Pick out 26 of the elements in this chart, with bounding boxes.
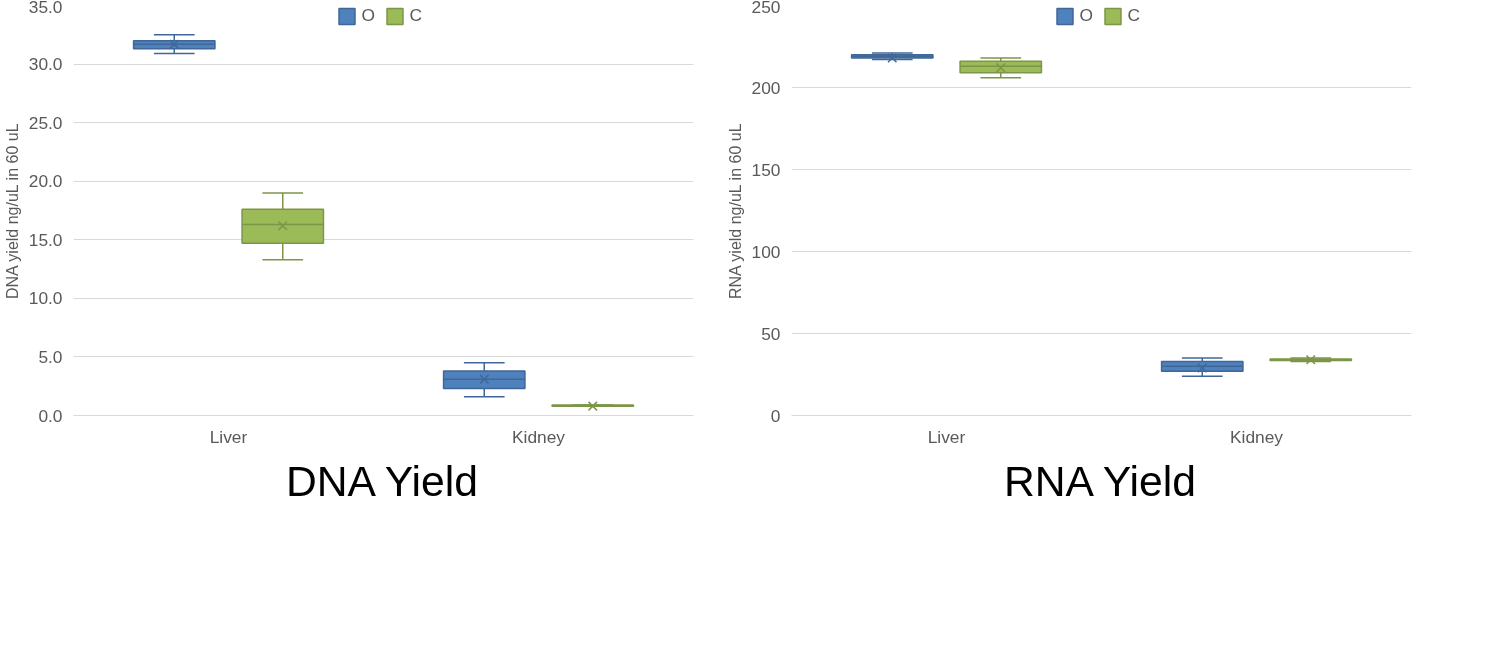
y-tick-label: 30.0 <box>28 54 63 75</box>
y-axis-title: DNA yield ng/uL in 60 uL <box>3 123 21 299</box>
y-tick-label: 100 <box>751 241 781 262</box>
y-tick-label: 25.0 <box>28 112 63 133</box>
x-tick-label: Kidney <box>512 426 566 447</box>
legend-label: C <box>409 5 423 26</box>
legend-label: C <box>1127 5 1141 26</box>
x-tick-label: Kidney <box>1230 426 1284 447</box>
y-tick-label: 250 <box>751 0 781 17</box>
x-tick-label: Liver <box>927 426 966 447</box>
y-tick-label: 5.0 <box>38 346 63 367</box>
legend-label: O <box>1079 5 1094 26</box>
y-tick-label: 35.0 <box>28 0 63 17</box>
y-axis-title: RNA yield ng/uL in 60 uL <box>726 123 744 299</box>
y-tick-label: 15.0 <box>28 229 63 250</box>
legend-label: O <box>361 5 376 26</box>
y-tick-label: 10.0 <box>28 288 63 309</box>
y-tick-label: 200 <box>751 77 781 98</box>
text: RNA Yield <box>1003 456 1196 505</box>
y-tick-label: 50 <box>761 323 781 344</box>
y-tick-label: 150 <box>751 159 781 180</box>
y-tick-label: 20.0 <box>28 171 63 192</box>
y-tick-label: 0 <box>770 405 781 426</box>
y-tick-label: 0.0 <box>38 405 63 426</box>
x-tick-label: Liver <box>209 426 248 447</box>
text: DNA Yield <box>285 456 478 505</box>
